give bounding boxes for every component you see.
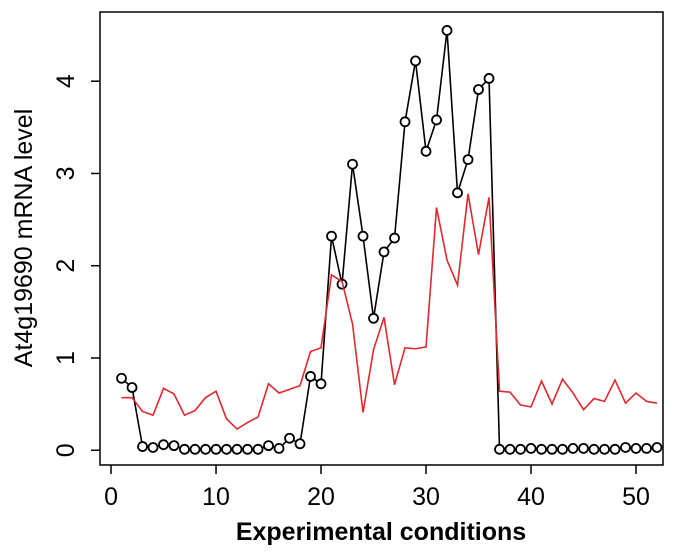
data-point [179, 443, 190, 455]
data-point [546, 443, 558, 455]
x-tick-label: 50 [622, 483, 650, 511]
data-point [431, 114, 442, 126]
data-point [525, 442, 537, 454]
data-point [609, 443, 621, 455]
data-point [242, 443, 253, 455]
data-point [462, 154, 474, 166]
x-tick-label: 0 [104, 483, 118, 511]
data-point [231, 443, 243, 455]
data-point [599, 443, 610, 455]
y-tick-label: 1 [52, 351, 80, 365]
series-line [120, 30, 658, 451]
y-axis-label: At4g19690 mRNA level [10, 109, 38, 367]
data-point [189, 443, 201, 455]
data-point [116, 372, 127, 384]
data-point [630, 442, 642, 454]
data-point [378, 246, 390, 258]
data-point [158, 439, 169, 451]
data-point [452, 187, 463, 199]
data-point [620, 442, 631, 453]
data-point [557, 443, 568, 455]
data-point [147, 442, 159, 453]
x-tick-label: 40 [517, 483, 545, 511]
data-point [305, 371, 316, 382]
data-point [273, 442, 285, 454]
data-point [651, 442, 663, 453]
data-point [389, 232, 400, 244]
data-point [137, 441, 148, 452]
data-point [347, 158, 358, 170]
data-point [368, 312, 379, 324]
y-tick-label: 3 [52, 167, 80, 181]
data-point [210, 443, 222, 455]
data-point [410, 55, 421, 67]
data-point [494, 443, 505, 455]
data-point [441, 25, 453, 36]
data-point [221, 443, 232, 455]
data-point [168, 440, 180, 452]
x-tick-label: 20 [307, 483, 335, 511]
data-point [536, 443, 547, 455]
data-point [567, 442, 579, 454]
data-point [263, 440, 274, 452]
data-point [588, 443, 600, 455]
data-point [473, 84, 484, 95]
data-point [326, 230, 337, 242]
data-point [200, 443, 211, 455]
y-tick-label: 2 [52, 259, 80, 273]
data-point [483, 73, 495, 84]
data-point [126, 382, 138, 393]
data-point [420, 145, 432, 157]
plot-frame [99, 11, 664, 466]
data-point [252, 443, 264, 455]
data-point [641, 442, 652, 454]
x-axis-label: Experimental conditions [236, 518, 526, 546]
data-point [515, 443, 526, 455]
data-point [294, 438, 306, 450]
data-point [399, 116, 411, 128]
x-tick-label: 30 [412, 483, 440, 511]
y-tick-label: 0 [52, 443, 80, 457]
y-tick-label: 4 [52, 74, 80, 88]
data-point [504, 443, 516, 455]
data-point [357, 230, 369, 242]
data-point [315, 378, 327, 390]
series-line [121, 193, 658, 431]
x-tick-label: 10 [202, 483, 230, 511]
data-point [578, 442, 589, 454]
data-point [284, 432, 295, 444]
